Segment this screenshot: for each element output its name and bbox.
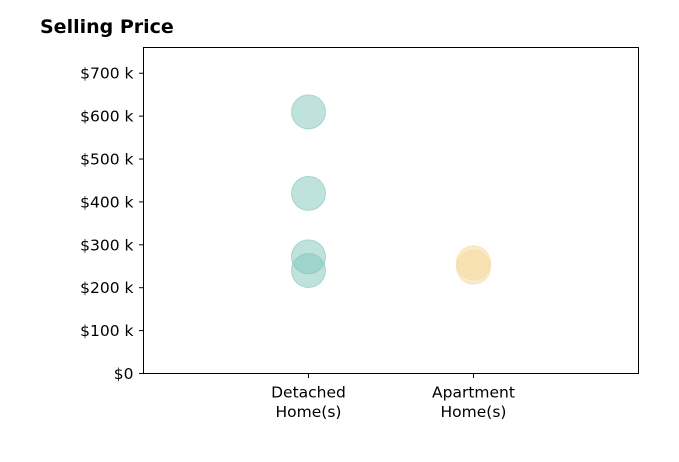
- y-tick-label: $600 k: [80, 108, 133, 126]
- chart-title: Selling Price: [40, 16, 174, 38]
- x-tick-label: Apartment Home(s): [432, 384, 515, 422]
- data-point: [456, 249, 491, 285]
- y-tick-label: $400 k: [80, 193, 133, 211]
- data-point: [291, 253, 326, 289]
- y-tick-label: $500 k: [80, 151, 133, 169]
- data-point: [291, 175, 326, 211]
- plot-marks: [291, 94, 491, 289]
- x-tick-label: Detached Home(s): [271, 384, 346, 422]
- y-tick-label: $200 k: [80, 279, 133, 297]
- y-tick-label: $300 k: [80, 236, 133, 254]
- y-tick-label: $0: [114, 365, 134, 383]
- data-point: [291, 94, 326, 130]
- plot-frame: [143, 47, 639, 374]
- axes: $0 $100 k $200 k $300 k $400 k $500 k $600 k $7…: [80, 65, 515, 421]
- y-tick-label: $700 k: [80, 65, 133, 83]
- y-tick-label: $100 k: [80, 322, 133, 340]
